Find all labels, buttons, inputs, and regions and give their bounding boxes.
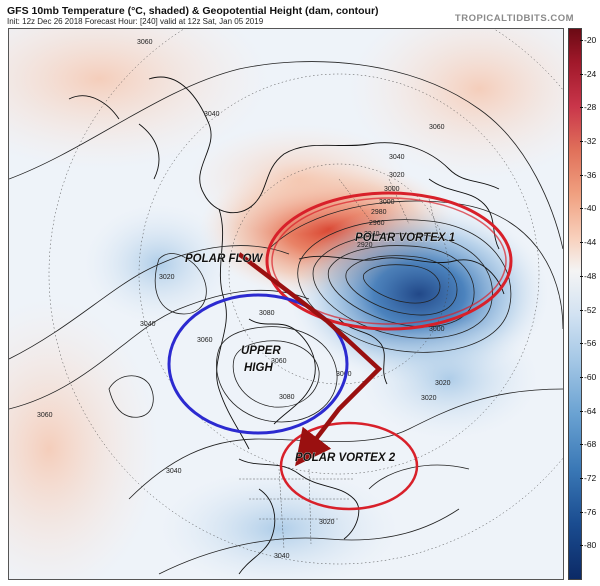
- colorbar-tick-label: -44: [579, 237, 597, 248]
- contour-label: 3040: [274, 553, 290, 560]
- map-title: GFS 10mb Temperature (°C, shaded) & Geop…: [7, 5, 379, 17]
- polar-flow-arrow: [237, 252, 383, 467]
- colorbar-tick-label: -60: [579, 371, 597, 382]
- polar-vortex-2-label: POLAR VORTEX 2: [295, 452, 396, 464]
- contour-label: 3060: [429, 124, 445, 131]
- colorbar-tick-label: -48: [579, 270, 597, 281]
- polar-vortex-2-circle: [279, 421, 419, 511]
- site-watermark: TROPICALTIDBITS.COM: [454, 13, 574, 24]
- colorbar-tick-label: -68: [579, 439, 597, 450]
- contour-label: 2940: [364, 231, 380, 238]
- polar-vortex-1-circle: [265, 191, 513, 331]
- contour-label: 3000: [384, 186, 400, 193]
- contour-label: 3020: [421, 395, 437, 402]
- contour-labels: 3060 3040 3020 3040 3060 3080 3080 3060 …: [37, 39, 451, 560]
- colorbar-tick-label: -76: [579, 506, 597, 517]
- contour-label: 3040: [204, 111, 220, 118]
- contour-label: 3060: [37, 412, 53, 419]
- contour-label: 2920: [357, 242, 373, 249]
- colorbar-tick-label: -64: [579, 405, 597, 416]
- contour-label: 3060: [336, 371, 352, 378]
- temperature-shading: [9, 29, 563, 579]
- annotation-labels: POLAR FLOW POLAR VORTEX 1 UPPER HIGH POL…: [185, 232, 456, 465]
- contour-label: 3060: [271, 358, 287, 365]
- upper-high-label-line1: UPPER: [241, 345, 281, 357]
- contour-label: 3040: [140, 321, 156, 328]
- colorbar-tick-label: -20: [579, 35, 597, 45]
- contour-label: 3000: [429, 326, 445, 333]
- colorbar-tick-label: -72: [579, 472, 597, 483]
- annotations: [167, 191, 513, 511]
- temperature-colorbar: [568, 28, 582, 580]
- colorbar-tick-label: -40: [579, 203, 597, 214]
- upper-high-label-line2: HIGH: [244, 362, 273, 374]
- contour-label: 3060: [137, 39, 153, 46]
- latitude-circles: [48, 29, 563, 565]
- map-panel: 3060 3040 3020 3040 3060 3080 3080 3060 …: [8, 28, 564, 580]
- contour-label: 3040: [389, 154, 405, 161]
- contour-label: 3020: [159, 274, 175, 281]
- contour-label: 3000: [379, 199, 395, 206]
- map-canvas: 3060 3040 3020 3040 3060 3080 3080 3060 …: [9, 29, 563, 579]
- colorbar-tick-label: -32: [579, 136, 597, 147]
- forecast-init-line: Init: 12z Dec 26 2018 Forecast Hour: [24…: [7, 17, 264, 26]
- contour-label: 3020: [319, 519, 335, 526]
- colorbar-tick-label: -24: [579, 68, 597, 79]
- contour-label: 3020: [389, 172, 405, 179]
- contour-label: 3080: [279, 394, 295, 401]
- colorbar-tick-label: -28: [579, 102, 597, 113]
- contour-label: 3060: [197, 337, 213, 344]
- polar-flow-label: POLAR FLOW: [185, 253, 263, 265]
- colorbar-tick-label: -52: [579, 304, 597, 315]
- contour-label: 2960: [369, 220, 385, 227]
- polar-vortex-1-label: POLAR VORTEX 1: [355, 232, 455, 244]
- upper-high-circle: [167, 293, 349, 435]
- contour-label: 3040: [166, 468, 182, 475]
- colorbar-tick-label: -36: [579, 169, 597, 180]
- contour-label: 3080: [259, 310, 275, 317]
- colorbar-tick-label: -80: [579, 540, 597, 551]
- colorbar-tick-label: -56: [579, 338, 597, 349]
- contour-label: 3020: [435, 380, 451, 387]
- contour-label: 2980: [371, 209, 387, 216]
